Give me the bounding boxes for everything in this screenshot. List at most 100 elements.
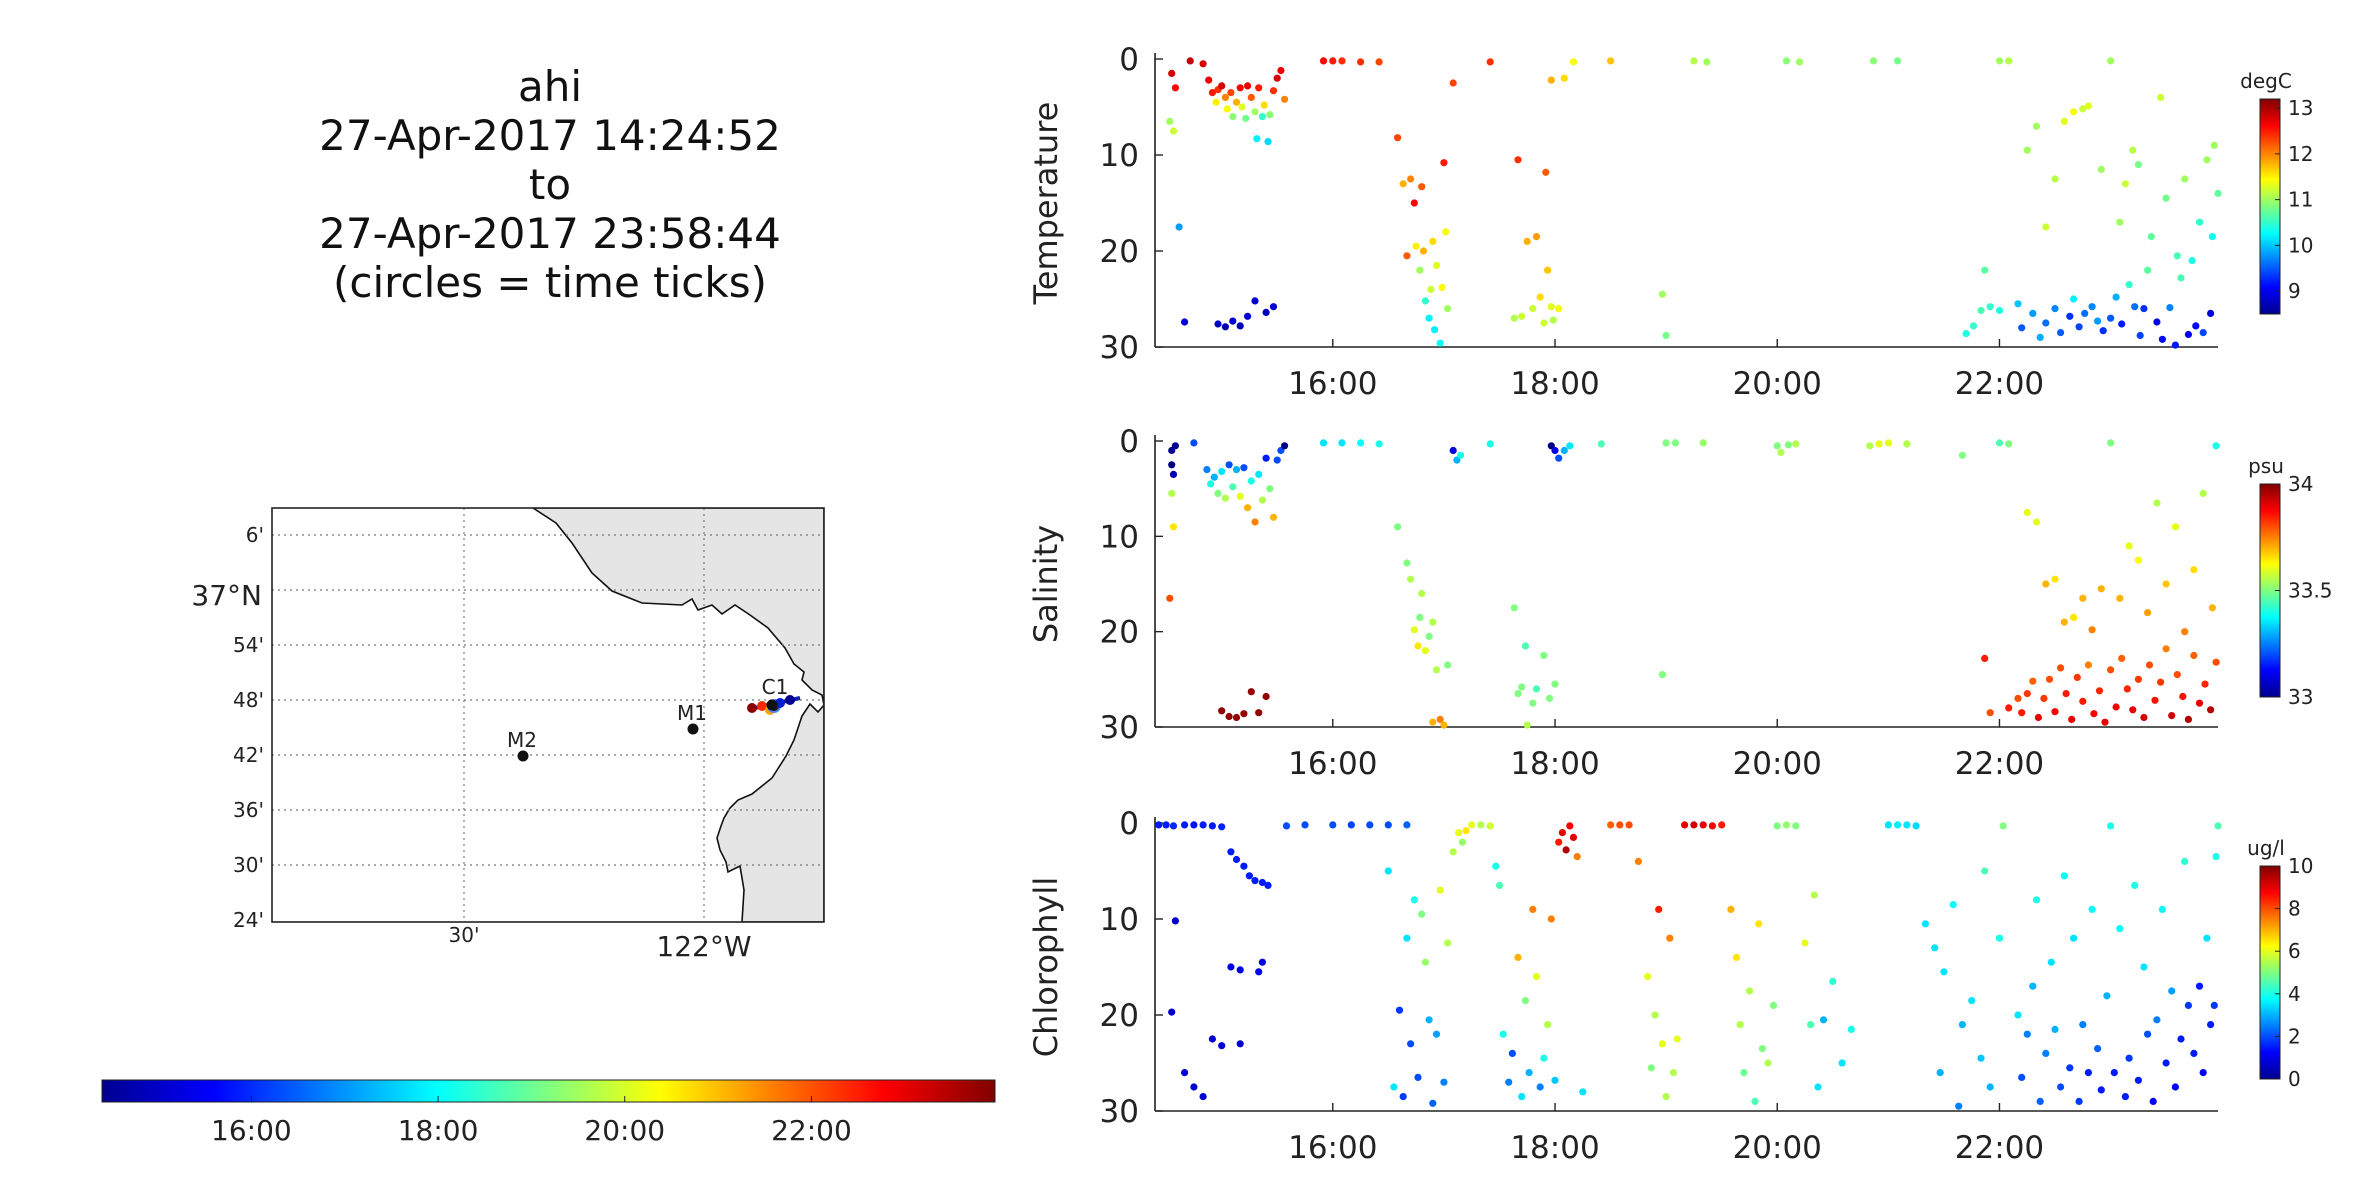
- data-point: [2181, 628, 2189, 636]
- data-point: [2018, 709, 2026, 717]
- data-point: [1699, 439, 1707, 447]
- data-point: [2005, 57, 2013, 65]
- data-point: [2207, 309, 2215, 317]
- data-point: [1532, 685, 1541, 693]
- data-point: [2097, 165, 2105, 173]
- lat-label: 30': [233, 853, 264, 877]
- data-point: [1547, 303, 1555, 311]
- data-point: [2088, 905, 2096, 914]
- data-point: [1625, 821, 1633, 829]
- data-point: [1829, 977, 1837, 986]
- data-point: [1432, 1030, 1441, 1038]
- data-point: [1658, 671, 1666, 679]
- data-point: [1540, 1054, 1548, 1062]
- data-point: [1266, 111, 1274, 119]
- data-point: [1662, 439, 1670, 447]
- data-point: [2036, 333, 2044, 341]
- data-point: [2029, 677, 2037, 685]
- data-point: [1699, 821, 1707, 829]
- data-point: [1521, 997, 1529, 1005]
- data-point: [2075, 323, 2083, 331]
- data-point: [1597, 440, 1605, 448]
- data-point: [2095, 687, 2104, 695]
- data-point: [1199, 1093, 1207, 1101]
- data-point: [1251, 297, 1259, 305]
- data-point: [1238, 103, 1246, 111]
- data-point: [1986, 303, 1994, 311]
- map-land: [531, 508, 824, 922]
- data-point: [1566, 822, 1574, 830]
- data-point: [1218, 823, 1226, 831]
- x-tick-label: 22:00: [1955, 746, 2044, 782]
- data-point: [2118, 320, 2126, 328]
- data-point: [1773, 822, 1781, 830]
- data-point: [1573, 853, 1581, 861]
- panel-temperature: 0 10 20 30 16:00 18:00 20:00 22:00 Temperature de…: [1027, 42, 2313, 402]
- data-point: [1384, 821, 1392, 829]
- data-point: [2107, 57, 2115, 65]
- data-point: [2157, 678, 2165, 686]
- data-point: [2118, 654, 2126, 663]
- data-point: [1449, 446, 1457, 455]
- data-point: [2107, 666, 2115, 674]
- data-point: [1432, 261, 1441, 269]
- data-point: [1366, 821, 1374, 829]
- data-point: [2153, 318, 2161, 326]
- data-point: [2032, 896, 2041, 904]
- data-point: [1838, 1059, 1846, 1067]
- data-point: [1662, 1093, 1670, 1101]
- data-point: [1449, 79, 1457, 87]
- colorbar-tick-label: 2: [2288, 1024, 2301, 1048]
- data-point: [1751, 1097, 1759, 1105]
- data-point: [1232, 855, 1241, 864]
- data-point: [2190, 1049, 2198, 1057]
- data-point: [1444, 939, 1452, 947]
- data-point: [2066, 1064, 2074, 1072]
- data-point: [2075, 1097, 2083, 1105]
- data-point: [1229, 113, 1237, 121]
- data-point: [1468, 821, 1476, 829]
- data-point: [1407, 175, 1415, 183]
- data-point: [1264, 881, 1272, 890]
- x-tick-label: 16:00: [1288, 1130, 1377, 1166]
- data-point: [1544, 266, 1552, 274]
- data-point: [2097, 585, 2105, 593]
- data-point: [2018, 324, 2026, 332]
- data-point: [1399, 1093, 1407, 1101]
- data-point: [2014, 1011, 2022, 1019]
- data-point: [2207, 706, 2215, 714]
- data-point: [2136, 331, 2144, 340]
- data-point: [2068, 715, 2076, 724]
- data-point: [1181, 1069, 1189, 1077]
- data-point: [2032, 122, 2041, 130]
- data-point: [1258, 958, 1266, 966]
- lon-label: 30': [449, 923, 480, 947]
- data-point: [2134, 556, 2142, 564]
- x-tick-label: 22:00: [1955, 366, 2044, 402]
- data-point: [1281, 95, 1289, 103]
- data-point: [1255, 968, 1263, 976]
- data-point: [1529, 905, 1537, 914]
- colorbar-tick-label: 10: [2288, 233, 2313, 257]
- data-point: [1419, 247, 1428, 255]
- data-point: [1560, 74, 1568, 82]
- data-point: [1245, 872, 1253, 880]
- data-point: [2057, 329, 2065, 337]
- data-point: [2018, 1073, 2026, 1081]
- data-point: [1208, 89, 1216, 97]
- data-point: [1208, 1035, 1216, 1043]
- x-tick-label: 20:00: [1733, 1130, 1822, 1166]
- data-point: [1427, 285, 1435, 293]
- data-point: [2062, 690, 2070, 698]
- data-point: [1429, 718, 1437, 726]
- data-point: [1510, 604, 1518, 612]
- data-point: [1795, 58, 1804, 66]
- data-point: [1338, 439, 1346, 447]
- data-point: [1236, 322, 1244, 330]
- time-colorbar-tick-label: 20:00: [584, 1114, 665, 1147]
- data-point: [1262, 692, 1270, 701]
- scatter-series: [1166, 57, 2222, 349]
- data-point: [2168, 987, 2176, 995]
- data-point: [1155, 821, 1163, 829]
- data-point: [1436, 715, 1444, 724]
